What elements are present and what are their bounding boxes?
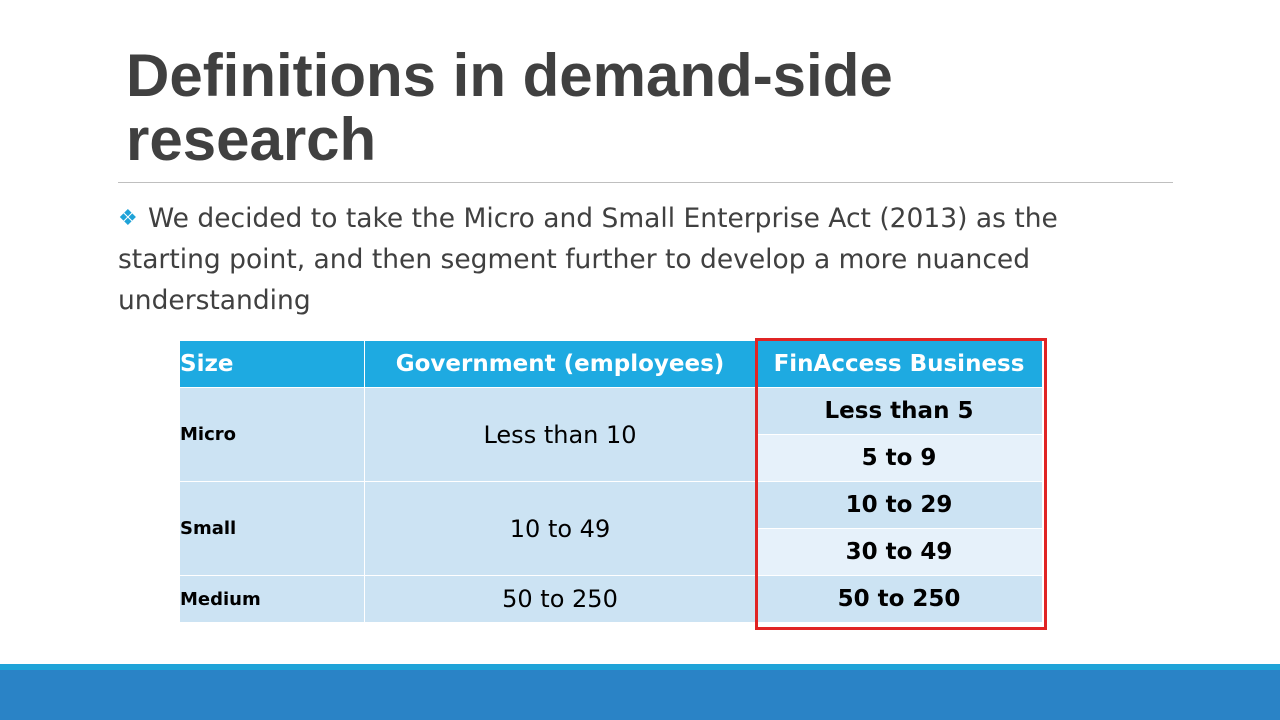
header-finaccess: FinAccess Business: [755, 340, 1043, 388]
table-row: 30 to 49: [180, 528, 1043, 576]
size-cell: Medium: [179, 575, 365, 623]
finaccess-cell: 5 to 9: [755, 434, 1043, 482]
finaccess-cell: 50 to 250: [755, 575, 1043, 623]
bullet-point: ❖ We decided to take the Micro and Small …: [118, 198, 1128, 321]
size-cell: Small: [179, 481, 365, 576]
footer-accent-stripe: [0, 664, 1280, 670]
header-size: Size: [179, 340, 365, 388]
title-divider: [118, 182, 1173, 183]
table-row: Medium 50 to 250 50 to 250: [179, 575, 1043, 623]
diamond-cluster-icon: ❖: [118, 206, 138, 231]
government-cell: 50 to 250: [364, 575, 756, 623]
table-row: 5 to 9: [180, 434, 1043, 482]
enterprise-size-table: Size Government (employees) FinAccess Bu…: [179, 340, 1043, 623]
footer-bar: [0, 664, 1280, 720]
table-row: Small 10 to 49 10 to 29: [179, 481, 1043, 576]
finaccess-cell: Less than 5: [755, 387, 1043, 435]
table-row: Micro Less than 10 Less than 5: [179, 387, 1043, 482]
header-government: Government (employees): [364, 340, 756, 388]
finaccess-cell: 10 to 29: [755, 481, 1043, 529]
government-cell: 10 to 49: [364, 481, 756, 576]
finaccess-cell: 30 to 49: [755, 528, 1043, 576]
government-cell: Less than 10: [364, 387, 756, 482]
size-cell: Micro: [179, 387, 365, 482]
slide-title: Definitions in demand-side research: [126, 42, 893, 173]
bullet-text: We decided to take the Micro and Small E…: [118, 203, 1058, 316]
table-header-row: Size Government (employees) FinAccess Bu…: [179, 340, 1043, 388]
